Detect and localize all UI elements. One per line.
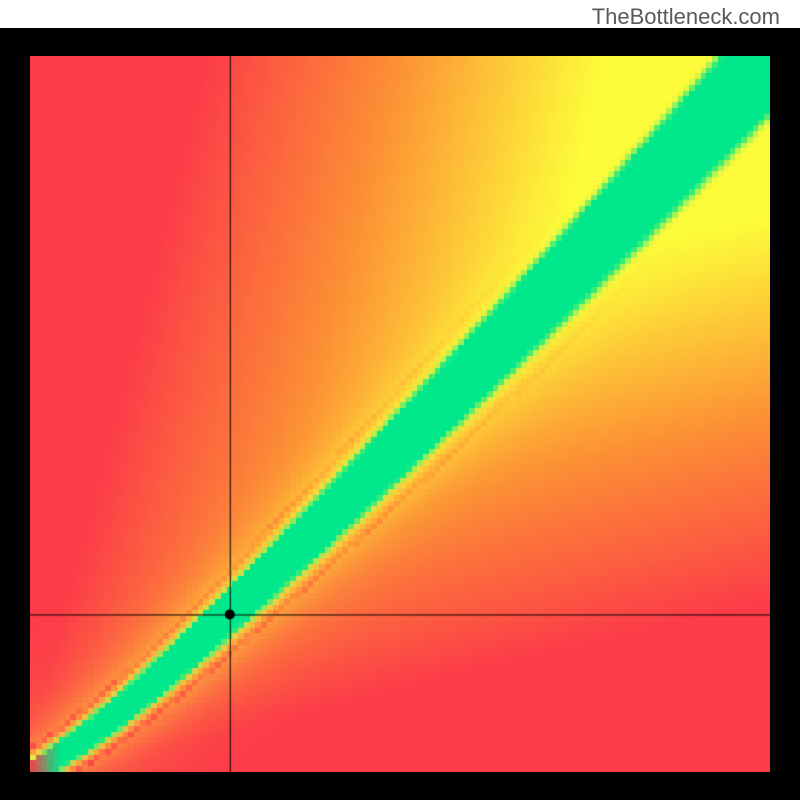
chart-frame: TheBottleneck.com bbox=[0, 0, 800, 800]
bottleneck-heatmap bbox=[30, 56, 770, 772]
watermark-label: TheBottleneck.com bbox=[592, 4, 780, 30]
chart-outer-border bbox=[0, 28, 800, 800]
